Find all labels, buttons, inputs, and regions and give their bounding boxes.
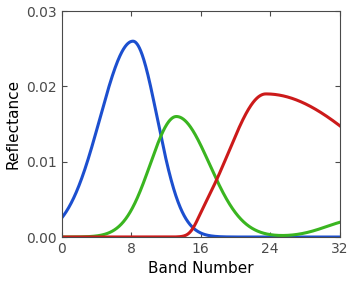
Y-axis label: Reflectance: Reflectance xyxy=(6,79,21,169)
X-axis label: Band Number: Band Number xyxy=(148,261,253,276)
